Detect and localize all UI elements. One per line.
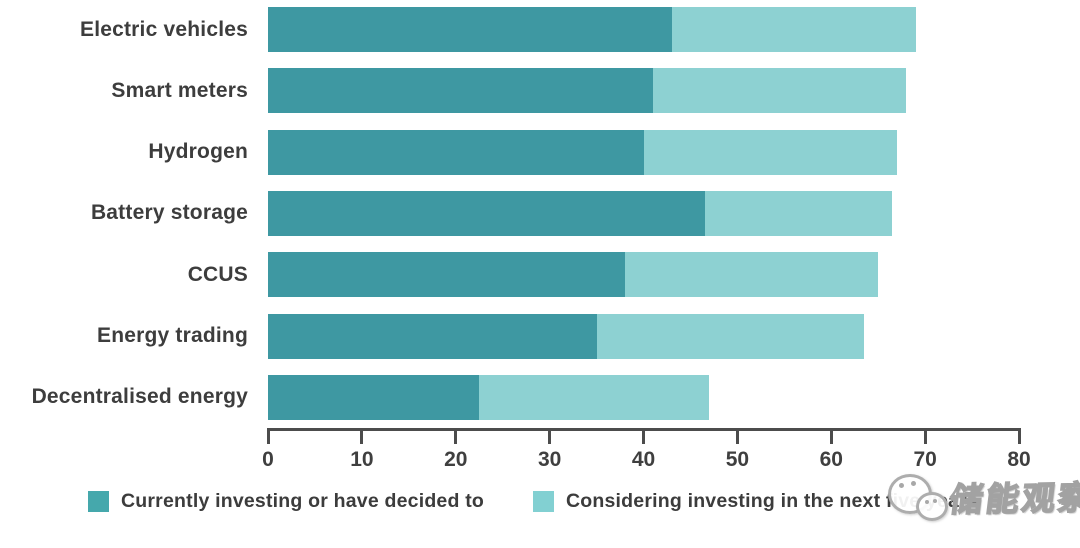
axis-tick-label: 20: [444, 448, 468, 471]
bar-segment-considering-investing: [652, 68, 907, 114]
axis-tick: [454, 430, 458, 444]
axis-tick-label: 80: [1007, 448, 1031, 471]
axis-tick: [548, 430, 552, 444]
axis-tick-label: 30: [537, 448, 562, 471]
axis-tick: [735, 430, 739, 444]
category-label: CCUS: [187, 262, 248, 286]
axis-tick-label: 70: [913, 448, 937, 471]
legend-item-considering-investing: Considering investing in the next five y…: [533, 490, 978, 513]
bar-segment-considering-investing: [704, 190, 893, 236]
axis-tick: [829, 430, 833, 444]
axis-tick-label: 10: [350, 448, 374, 471]
axis-tick: [360, 430, 364, 444]
x-axis-line: [267, 428, 1021, 431]
bar-segment-currently-investing: [268, 313, 597, 359]
bar-segment-currently-investing: [268, 68, 653, 114]
axis-tick-label: 60: [819, 448, 843, 471]
bar-segment-currently-investing: [268, 7, 672, 52]
legend-swatch-considering-investing: [533, 491, 554, 512]
bar-segment-considering-investing: [624, 252, 879, 298]
category-label: Hydrogen: [148, 140, 248, 164]
category-label: Battery storage: [90, 201, 248, 225]
axis-tick: [923, 430, 927, 444]
legend-label-considering-investing: Considering investing in the next five y…: [566, 490, 978, 512]
axis-tick: [1017, 430, 1021, 444]
axis-tick-label: 50: [725, 448, 750, 471]
axis-tick: [266, 430, 270, 444]
bar-segment-currently-investing: [268, 374, 480, 420]
legend-label-currently-investing: Currently investing or have decided to: [121, 490, 485, 512]
category-label: Decentralised energy: [31, 385, 248, 409]
bar-segment-considering-investing: [671, 7, 916, 52]
bar-segment-currently-investing: [268, 129, 644, 175]
bar-segment-currently-investing: [268, 190, 705, 236]
bar-segment-currently-investing: [268, 252, 625, 298]
legend-swatch-currently-investing: [88, 491, 109, 512]
axis-tick-label: 40: [631, 448, 656, 471]
legend-item-currently-investing: Currently investing or have decided to: [88, 490, 484, 513]
category-label: Electric vehicles: [79, 17, 248, 41]
bar-segment-considering-investing: [479, 374, 710, 420]
bar-segment-considering-investing: [643, 129, 897, 175]
axis-tick-label: 0: [262, 448, 274, 471]
bar-segment-considering-investing: [596, 313, 865, 359]
axis-tick: [642, 430, 645, 444]
category-label: Smart meters: [111, 78, 248, 102]
category-label: Energy trading: [97, 324, 248, 348]
